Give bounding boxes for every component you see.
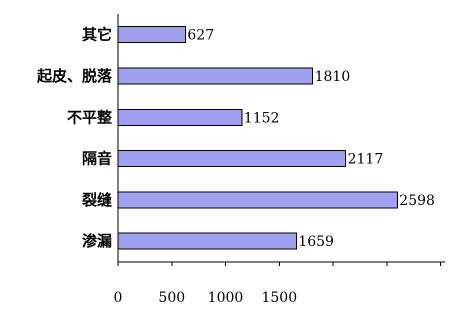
bar	[117, 232, 297, 250]
data-label: 2117	[348, 152, 384, 168]
bar	[117, 26, 186, 44]
category-label: 隔音	[82, 150, 112, 168]
category-label: 裂缝	[81, 191, 112, 209]
data-label: 2598	[399, 193, 435, 209]
x-tick-labels: 0 500 1000 1500	[114, 290, 298, 306]
bar-series	[117, 26, 398, 250]
x-axis-ticks	[117, 262, 441, 266]
category-label: 起皮、脱落	[36, 67, 113, 85]
bar	[117, 150, 347, 167]
category-label: 渗漏	[82, 232, 112, 250]
bar	[117, 191, 398, 209]
data-label: 1152	[244, 110, 280, 126]
category-label: 其它	[82, 26, 112, 44]
x-tick-label: 0	[114, 290, 123, 306]
x-tick-label: 1000	[208, 290, 244, 306]
bar	[117, 108, 243, 126]
data-label: 1810	[315, 69, 351, 85]
data-label: 1659	[298, 234, 334, 250]
x-tick-label: 1500	[261, 290, 297, 306]
bar	[117, 67, 314, 85]
data-label: 627	[187, 28, 214, 44]
x-tick-label: 500	[158, 290, 185, 306]
category-label: 不平整	[67, 108, 112, 126]
data-labels: 627 1810 1152 2117 2598 1659	[187, 28, 435, 251]
